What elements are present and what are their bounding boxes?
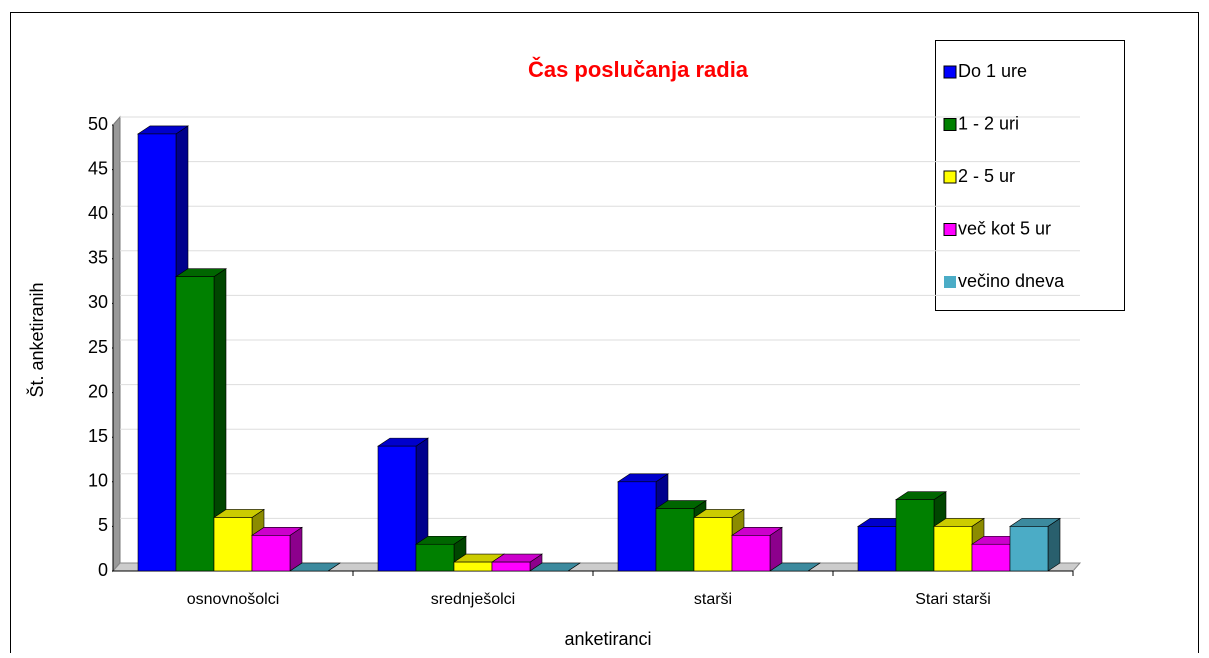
x-tick-label: srednješolci — [431, 591, 515, 608]
y-tick-label: 5 — [98, 515, 108, 535]
legend-label: več kot 5 ur — [958, 218, 1051, 238]
bar — [693, 517, 733, 572]
y-tick-label: 30 — [88, 292, 108, 312]
y-tick-label: 50 — [88, 114, 108, 134]
bar — [895, 499, 935, 572]
legend-swatch — [943, 65, 957, 79]
legend-label: večino dneva — [958, 271, 1065, 291]
x-tick-label: Stari starši — [915, 591, 991, 608]
legend-label: 1 - 2 uri — [958, 113, 1019, 133]
y-tick-label: 15 — [88, 426, 108, 446]
bar — [137, 133, 177, 572]
bar-top — [289, 562, 341, 572]
bar — [415, 543, 455, 572]
legend-swatch — [943, 118, 957, 131]
bar — [655, 508, 695, 572]
legend-label: 2 - 5 ur — [958, 166, 1015, 186]
bar — [213, 517, 253, 572]
y-axis-title: Št. anketiranih — [26, 282, 47, 397]
legend-swatch — [943, 170, 957, 184]
bar — [377, 445, 417, 572]
bar — [251, 535, 291, 572]
bar — [933, 526, 973, 572]
legend — [935, 40, 1125, 311]
bar — [453, 561, 493, 572]
x-tick-label: starši — [694, 591, 732, 608]
y-tick-label: 10 — [88, 471, 108, 491]
side-wall — [112, 115, 121, 573]
bar — [617, 481, 657, 572]
legend-swatch — [944, 276, 956, 288]
y-tick-label: 0 — [98, 560, 108, 580]
x-axis-title: anketiranci — [564, 629, 651, 649]
bar — [731, 535, 771, 572]
x-tick-label: osnovnošolci — [187, 591, 280, 608]
y-tick-label: 20 — [88, 381, 108, 401]
legend-label: Do 1 ure — [958, 61, 1027, 81]
y-tick-label: 45 — [88, 158, 108, 178]
bar — [491, 561, 531, 572]
chart-title: Čas poslučanja radia — [528, 57, 749, 82]
bar-side — [1047, 517, 1061, 572]
bar-top — [769, 562, 821, 572]
y-tick-label: 25 — [88, 337, 108, 357]
y-tick-label: 35 — [88, 248, 108, 268]
bar — [857, 526, 897, 572]
bar-top — [529, 562, 581, 572]
bar — [1009, 526, 1049, 572]
y-tick-label: 40 — [88, 203, 108, 223]
bar — [175, 276, 215, 572]
legend-swatch — [943, 223, 957, 236]
bar — [971, 543, 1011, 572]
